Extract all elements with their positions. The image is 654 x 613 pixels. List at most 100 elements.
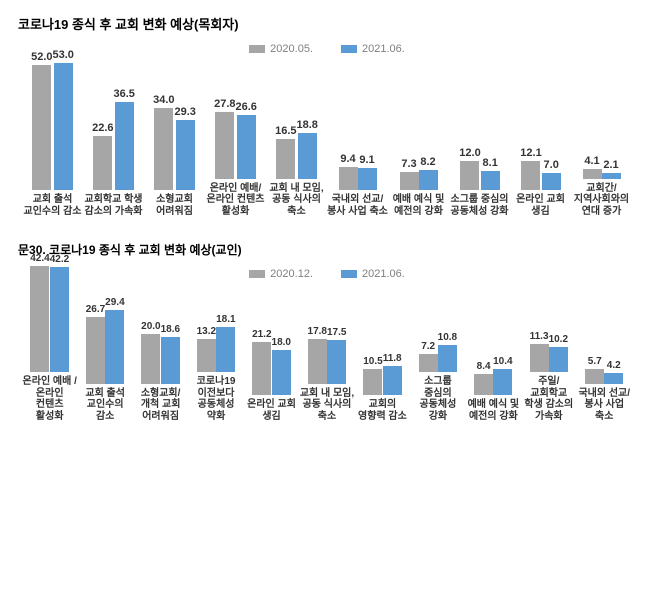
chart1-category: 22.636.5교회학교 학생 감소의 가속화	[83, 88, 144, 217]
chart1-category: 12.17.0온라인 교회 생김	[510, 147, 571, 217]
chart1-bar-b: 8.1	[481, 157, 500, 190]
chart2-value-label: 5.7	[588, 356, 602, 367]
chart2-bar-b-rect	[493, 369, 512, 395]
chart1-bar-b: 26.6	[236, 101, 257, 179]
chart1-value-label: 36.5	[114, 88, 135, 100]
chart2-value-label: 13.2	[197, 326, 216, 337]
chart1-value-label: 8.1	[483, 157, 498, 169]
chart1-bar-b-rect	[542, 173, 561, 190]
chart2-value-label: 11.8	[383, 353, 402, 364]
chart2-bar-b: 17.5	[327, 327, 346, 384]
chart2-bar-a-rect	[363, 369, 382, 395]
chart1-bars: 52.053.0교회 출석 교인수의 감소22.636.5교회학교 학생 감소의…	[18, 67, 636, 217]
chart2-category-label: 온라인 예배 / 온라인 컨텐츠 활성화	[22, 376, 77, 422]
chart1-legend-a: 2020.05.	[249, 43, 313, 55]
chart2-category: 5.74.2국내외 선교/봉사 사업 축소	[577, 356, 632, 422]
chart2-bar-b: 18.6	[161, 324, 180, 383]
chart1-bar-b-rect	[298, 133, 317, 178]
chart1-bar-b: 8.2	[419, 156, 438, 190]
chart2-bar-b-rect	[549, 347, 568, 372]
chart2-legend-a-label: 2020.12.	[270, 268, 313, 280]
chart2-title: 문30. 코로나19 종식 후 교회 변화 예상(교인)	[18, 241, 636, 258]
chart2-bar-b-rect	[50, 267, 69, 372]
chart2-legend: 2020.12. 2021.06.	[18, 268, 636, 280]
chart2-category-label: 교회의 영향력 감소	[355, 399, 410, 422]
chart1-category-label: 소형교회 어려워짐	[144, 194, 205, 217]
chart2-bar-a: 13.2	[197, 326, 216, 372]
chart1-value-label: 52.0	[31, 51, 52, 63]
chart1-legend: 2020.05. 2021.06.	[18, 43, 636, 55]
chart2-value-label: 10.4	[493, 356, 512, 367]
chart2-bar-b-rect	[272, 350, 291, 395]
chart1-value-label: 12.1	[520, 147, 541, 159]
chart2-bars: 42.442.2온라인 예배 / 온라인 컨텐츠 활성화26.729.4교회 출…	[18, 292, 636, 422]
chart2-bar-b-rect	[216, 327, 235, 372]
chart2-bar-pair: 11.310.2	[530, 331, 568, 372]
chart1-value-label: 18.8	[297, 119, 318, 131]
chart1-value-label: 7.0	[544, 159, 559, 171]
chart2-value-label: 42.2	[50, 254, 69, 265]
chart2-category-label: 예배 예식 및 예전의 강화	[466, 399, 521, 422]
chart2-bar-pair: 13.218.1	[197, 314, 236, 372]
chart2-category: 11.310.2주일/교회학교 학생 감소의 가속화	[521, 331, 576, 422]
chart2-bar-pair: 5.74.2	[585, 356, 623, 383]
chart2-bar-a: 7.2	[419, 341, 438, 372]
chart1-category: 9.49.1국내외 선교/봉사 사업 축소	[327, 153, 388, 217]
chart1: 코로나19 종식 후 교회 변화 예상(목회자) 2020.05. 2021.0…	[18, 14, 636, 217]
chart2-bar-b: 10.2	[549, 334, 568, 372]
chart2-bar-pair: 20.018.6	[141, 321, 180, 384]
chart2-category-label: 소그룹 중심의 공동체성 강화	[410, 376, 465, 422]
chart1-legend-b: 2021.06.	[341, 43, 405, 55]
chart2-category: 26.729.4교회 출석 교인수의 감소	[77, 297, 132, 422]
chart2-legend-b-label: 2021.06.	[362, 268, 405, 280]
chart2-bar-b-rect	[161, 337, 180, 383]
chart1-category: 4.12.1교회간/지역사회와의 연대 증가	[571, 155, 632, 217]
chart1-bar-b: 53.0	[53, 49, 74, 190]
chart1-bar-a-rect	[276, 139, 295, 179]
chart2-value-label: 17.8	[308, 326, 327, 337]
chart2-bar-a-rect	[585, 369, 604, 383]
chart1-bar-a: 9.4	[339, 153, 358, 190]
chart1-value-label: 53.0	[53, 49, 74, 61]
chart1-bar-pair: 4.12.1	[583, 155, 621, 179]
chart1-category-label: 교회 출석 교인수의 감소	[22, 194, 83, 217]
chart2-bar-a: 8.4	[474, 361, 493, 395]
chart2-value-label: 21.2	[252, 329, 271, 340]
chart2-bar-a: 17.8	[308, 326, 327, 383]
chart2-category: 21.218.0온라인 교회 생김	[244, 329, 299, 422]
chart1-value-label: 2.1	[603, 159, 618, 171]
chart2-bar-b-rect	[327, 340, 346, 384]
chart2-bar-a: 21.2	[252, 329, 271, 395]
chart2-bar-b: 18.0	[272, 337, 291, 395]
chart1-bar-pair: 9.4 9.1	[339, 153, 377, 190]
chart1-value-label: 9.4	[340, 153, 355, 165]
chart2-value-label: 29.4	[105, 297, 124, 308]
chart1-bar-a: 52.0	[31, 51, 52, 190]
chart2-category: 13.218.1코로나19 이전보다 공동체성 약화	[188, 314, 243, 422]
chart1-bar-pair: 16.518.8	[275, 119, 318, 178]
chart2-category: 42.442.2 온라인 예배 / 온라인 컨텐츠 활성화	[22, 253, 77, 422]
chart2-bar-a-rect	[474, 374, 493, 395]
chart2-bar-b: 10.8	[438, 332, 457, 372]
chart1-bar-a-rect	[521, 161, 540, 190]
chart2-bar-a: 42.4	[30, 253, 49, 372]
chart1-bar-a-rect	[339, 167, 358, 190]
chart1-bar-b-rect	[115, 102, 134, 190]
chart1-bar-a: 34.0	[153, 94, 174, 190]
chart1-value-label: 16.5	[275, 125, 296, 137]
chart2-bar-b-rect	[438, 345, 457, 372]
chart2-bar-b: 18.1	[216, 314, 235, 372]
chart2-bar-pair: 26.729.4	[86, 297, 125, 383]
chart1-bar-a: 7.3	[400, 158, 419, 190]
chart1-value-label: 22.6	[92, 122, 113, 134]
chart2-bar-b-rect	[383, 366, 402, 395]
chart1-bar-a: 12.1	[520, 147, 541, 190]
chart2-bar-b-rect	[105, 310, 124, 383]
chart1-value-label: 9.1	[359, 154, 374, 166]
chart2-value-label: 7.2	[421, 341, 435, 352]
chart1-bar-pair: 12.08.1	[459, 147, 499, 190]
chart1-category-label: 소그룹 중심의 공동체성 강화	[449, 194, 510, 217]
chart1-value-label: 7.3	[401, 158, 416, 170]
chart1-bar-a: 22.6	[92, 122, 113, 190]
chart2-bar-a-rect	[86, 317, 105, 383]
